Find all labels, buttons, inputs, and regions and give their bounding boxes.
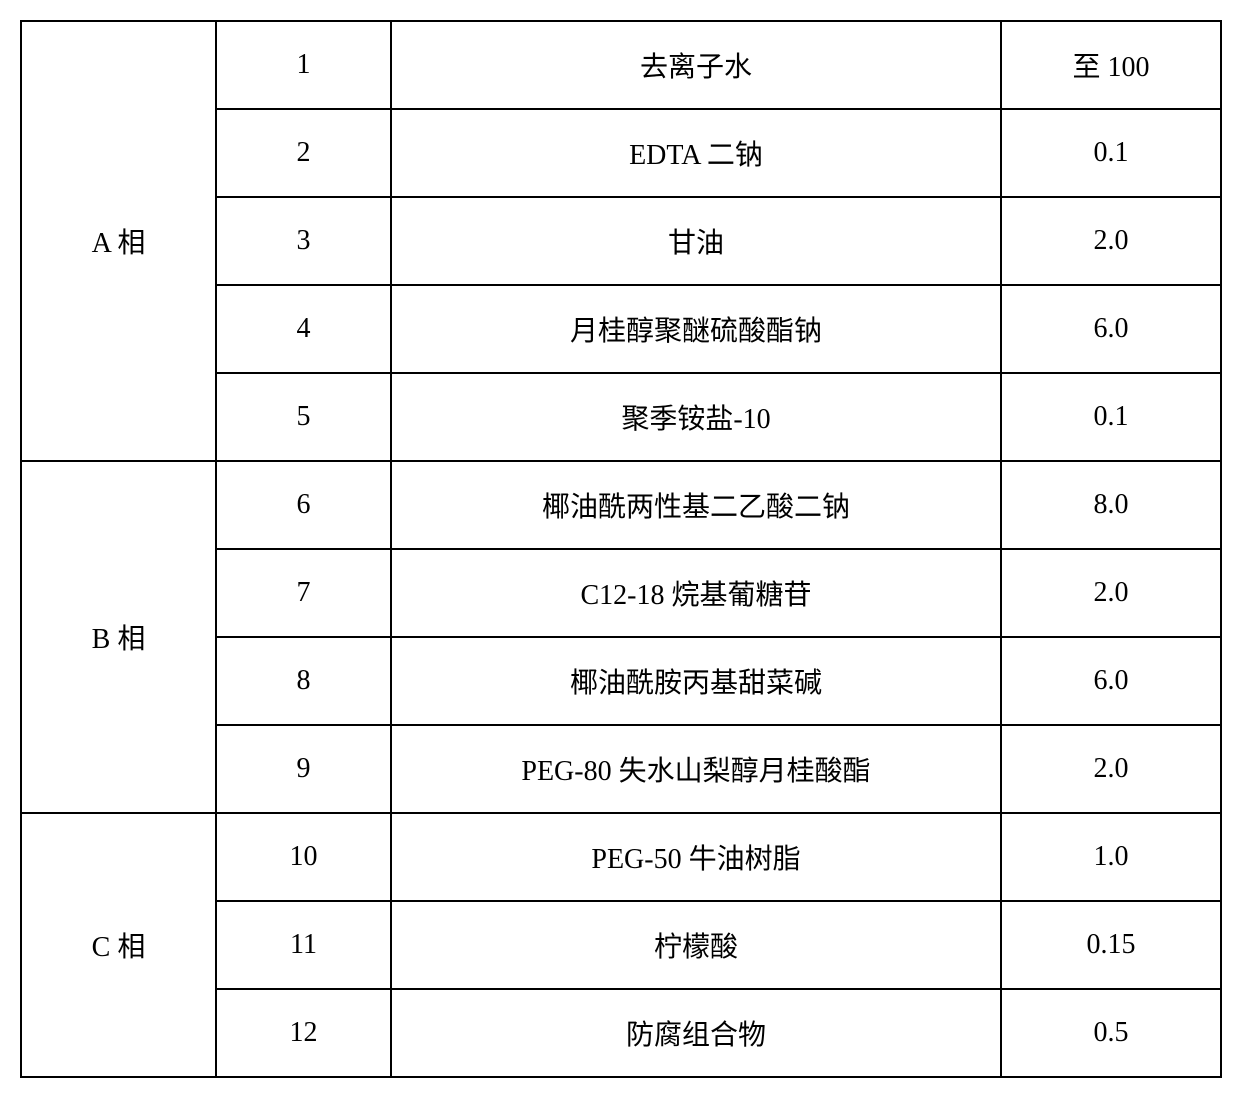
- num-cell: 9: [216, 725, 391, 813]
- amount-cell: 0.15: [1001, 901, 1221, 989]
- formulation-table: A 相 1 去离子水 至 100 2 EDTA 二钠 0.1 3 甘油 2.0 …: [20, 20, 1222, 1078]
- ingredient-cell: 月桂醇聚醚硫酸酯钠: [391, 285, 1001, 373]
- amount-cell: 2.0: [1001, 549, 1221, 637]
- amount-cell: 0.1: [1001, 109, 1221, 197]
- ingredient-cell: 椰油酰两性基二乙酸二钠: [391, 461, 1001, 549]
- table-row: B 相 6 椰油酰两性基二乙酸二钠 8.0: [21, 461, 1221, 549]
- ingredient-cell: 椰油酰胺丙基甜菜碱: [391, 637, 1001, 725]
- phase-cell: A 相: [21, 21, 216, 461]
- amount-cell: 6.0: [1001, 637, 1221, 725]
- num-cell: 7: [216, 549, 391, 637]
- formulation-table-container: A 相 1 去离子水 至 100 2 EDTA 二钠 0.1 3 甘油 2.0 …: [20, 20, 1220, 1078]
- num-cell: 2: [216, 109, 391, 197]
- ingredient-cell: 聚季铵盐-10: [391, 373, 1001, 461]
- ingredient-cell: PEG-80 失水山梨醇月桂酸酯: [391, 725, 1001, 813]
- num-cell: 5: [216, 373, 391, 461]
- phase-cell: B 相: [21, 461, 216, 813]
- num-cell: 1: [216, 21, 391, 109]
- amount-cell: 6.0: [1001, 285, 1221, 373]
- num-cell: 8: [216, 637, 391, 725]
- ingredient-cell: 柠檬酸: [391, 901, 1001, 989]
- amount-cell: 0.1: [1001, 373, 1221, 461]
- phase-cell: C 相: [21, 813, 216, 1077]
- num-cell: 4: [216, 285, 391, 373]
- table-body: A 相 1 去离子水 至 100 2 EDTA 二钠 0.1 3 甘油 2.0 …: [21, 21, 1221, 1077]
- num-cell: 11: [216, 901, 391, 989]
- num-cell: 6: [216, 461, 391, 549]
- ingredient-cell: 防腐组合物: [391, 989, 1001, 1077]
- num-cell: 12: [216, 989, 391, 1077]
- table-row: A 相 1 去离子水 至 100: [21, 21, 1221, 109]
- amount-cell: 8.0: [1001, 461, 1221, 549]
- num-cell: 10: [216, 813, 391, 901]
- ingredient-cell: PEG-50 牛油树脂: [391, 813, 1001, 901]
- amount-cell: 1.0: [1001, 813, 1221, 901]
- amount-cell: 2.0: [1001, 197, 1221, 285]
- amount-cell: 至 100: [1001, 21, 1221, 109]
- ingredient-cell: EDTA 二钠: [391, 109, 1001, 197]
- num-cell: 3: [216, 197, 391, 285]
- ingredient-cell: 去离子水: [391, 21, 1001, 109]
- amount-cell: 2.0: [1001, 725, 1221, 813]
- ingredient-cell: 甘油: [391, 197, 1001, 285]
- amount-cell: 0.5: [1001, 989, 1221, 1077]
- table-row: C 相 10 PEG-50 牛油树脂 1.0: [21, 813, 1221, 901]
- ingredient-cell: C12-18 烷基葡糖苷: [391, 549, 1001, 637]
